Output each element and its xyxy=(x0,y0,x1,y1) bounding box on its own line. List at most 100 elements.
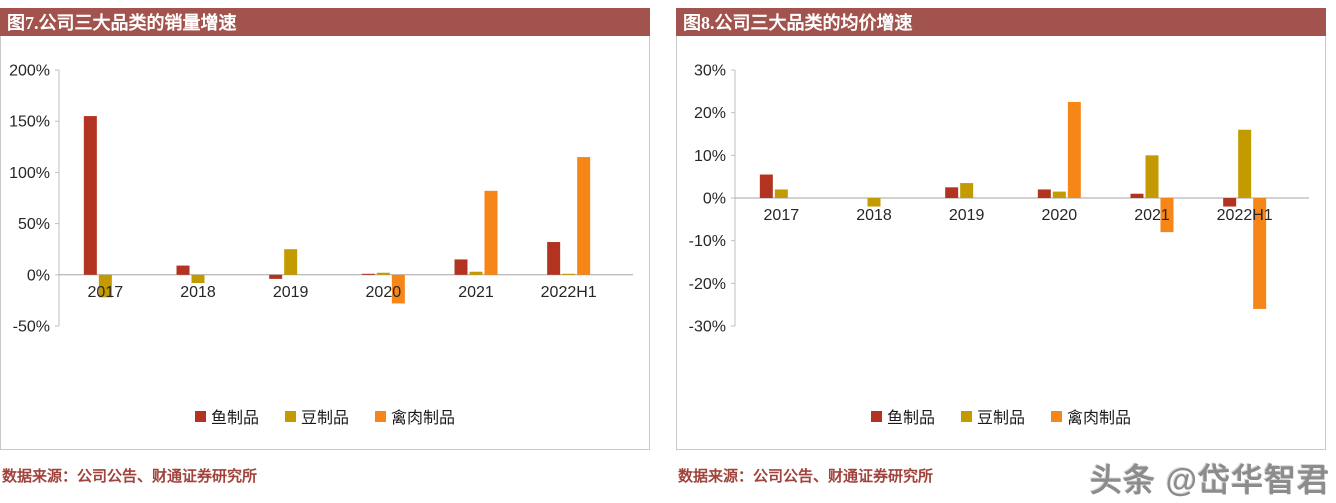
figure-sales-growth: 图7.公司三大品类的销量增速 -50% 0% 50% 100% 150% 200% 2017… xyxy=(0,8,650,486)
figure-8-legend: 鱼制品 豆制品 禽肉制品 xyxy=(677,390,1325,442)
figure-7-title-bar: 图7.公司三大品类的销量增速 xyxy=(0,8,650,36)
figure-8-source: 数据来源：公司公告、财通证券研究所 xyxy=(678,469,934,485)
legend-swatch-icon xyxy=(375,410,386,422)
figure-8-chart-box: -30% -20% -10% 0% 10% 20% 30% 2017 2018 2019 2020 2… xyxy=(676,36,1326,450)
bar xyxy=(391,274,405,304)
bar xyxy=(98,274,112,298)
bar xyxy=(960,183,974,198)
figure-8-title: 图8.公司三大品类的均价增速 xyxy=(683,13,913,33)
x-tick-label: 2017 xyxy=(764,207,800,224)
bar xyxy=(1160,198,1174,233)
bar xyxy=(1052,191,1066,198)
legend-label: 禽肉制品 xyxy=(391,410,456,427)
legend-label: 鱼制品 xyxy=(210,410,259,427)
watermark: 头条 @岱华智君 xyxy=(1089,462,1330,498)
x-tick-label: 2022H1 xyxy=(541,284,597,301)
series-1-bars xyxy=(83,116,561,279)
figure-8-plot: -30%-20%-10%0%10%20%30%2017 2018 2019 2020 2… xyxy=(689,63,1309,336)
bar xyxy=(577,157,591,275)
x-tick-label: 2017 xyxy=(88,284,124,301)
bar xyxy=(269,274,283,279)
y-tick-label: 0% xyxy=(27,267,50,284)
figure-price-growth: 图8.公司三大品类的均价增速 -30% -20% -10% 0% 10% 20% 30% 20… xyxy=(676,8,1326,486)
x-tick-label: 2021 xyxy=(1134,207,1170,224)
bar xyxy=(469,271,483,275)
bar xyxy=(1223,198,1237,207)
x-tick-label: 2019 xyxy=(949,207,985,224)
bar xyxy=(1253,198,1267,309)
legend-label: 禽肉制品 xyxy=(1067,410,1132,427)
figure-7-legend: 鱼制品 豆制品 禽肉制品 xyxy=(1,390,649,442)
y-tick-label: 30% xyxy=(694,63,726,80)
legend-item: 豆制品 xyxy=(960,404,1025,428)
legend-label: 豆制品 xyxy=(300,410,349,427)
figure-7-source: 数据来源：公司公告、财通证券研究所 xyxy=(2,469,258,485)
y-axis: -30% -20% -10% 0% 10% 20% 30% xyxy=(689,63,1309,336)
bar xyxy=(176,265,190,275)
legend-swatch-icon xyxy=(284,410,296,422)
bar xyxy=(1145,155,1159,198)
legend-item: 鱼制品 xyxy=(870,404,935,428)
figure-8-title-bar: 图8.公司三大品类的均价增速 xyxy=(676,8,1326,36)
y-tick-label: 0% xyxy=(703,191,726,208)
x-tick-label: 2020 xyxy=(366,284,402,301)
bar xyxy=(284,249,298,275)
bar xyxy=(1130,193,1144,198)
y-tick-label: -50% xyxy=(13,319,50,336)
legend-swatch-icon xyxy=(870,410,882,422)
bars xyxy=(759,102,1267,309)
bar xyxy=(361,273,375,275)
x-tick-label: 2018 xyxy=(856,207,892,224)
figure-7-title: 图7.公司三大品类的销量增速 xyxy=(7,13,237,33)
legend-item: 禽肉制品 xyxy=(375,404,455,428)
series-3-bars xyxy=(1067,102,1267,309)
x-axis-labels: 2017 2018 2019 2020 2021 2022H1 xyxy=(764,207,1273,224)
bar xyxy=(867,198,881,207)
page: 图7.公司三大品类的销量增速 -50% 0% 50% 100% 150% 200% 2017… xyxy=(0,8,1329,498)
x-tick-label: 2020 xyxy=(1042,207,1078,224)
y-tick-label: 20% xyxy=(694,105,726,122)
y-tick-label: 150% xyxy=(9,114,50,131)
charts-row: 图7.公司三大品类的销量增速 -50% 0% 50% 100% 150% 200% 2017… xyxy=(0,8,1326,486)
bar xyxy=(376,272,390,275)
y-tick-label: 10% xyxy=(694,148,726,165)
y-tick-label: 200% xyxy=(9,63,50,80)
legend-swatch-icon xyxy=(1051,410,1062,422)
series-1-bars xyxy=(759,174,1237,207)
x-axis-labels: 2017 2018 2019 2020 2021 2022H1 xyxy=(88,284,597,301)
x-tick-label: 2019 xyxy=(273,284,309,301)
legend-item: 禽肉制品 xyxy=(1051,404,1131,428)
y-tick-label: -10% xyxy=(689,233,726,250)
bar xyxy=(83,116,97,275)
series-2-bars xyxy=(774,129,1252,207)
bar xyxy=(1037,189,1051,198)
legend-item: 豆制品 xyxy=(284,404,349,428)
bar xyxy=(759,174,773,198)
bar xyxy=(484,190,498,275)
legend-swatch-icon xyxy=(960,410,972,422)
bars xyxy=(83,116,591,304)
x-tick-label: 2021 xyxy=(458,284,494,301)
bar xyxy=(945,187,959,198)
figure-7-plot: -50% 0% 50% 100% 150% 200% 2017 2018 2019 2020 202… xyxy=(9,63,633,336)
legend-swatch-icon xyxy=(194,410,206,422)
bar xyxy=(1067,102,1081,198)
y-tick-label: -20% xyxy=(689,276,726,293)
series-3-bars xyxy=(391,157,591,304)
bar xyxy=(774,189,788,198)
y-tick-label: -30% xyxy=(689,319,726,336)
bar xyxy=(1238,129,1252,198)
x-tick-label: 2022H1 xyxy=(1217,207,1273,224)
bar xyxy=(191,274,205,283)
bar xyxy=(562,273,576,275)
legend-label: 鱼制品 xyxy=(886,410,935,427)
y-axis: -50% 0% 50% 100% 150% 200% xyxy=(9,63,633,336)
legend-label: 豆制品 xyxy=(976,410,1025,427)
legend-item: 鱼制品 xyxy=(194,404,259,428)
bar xyxy=(547,242,561,275)
y-tick-label: 100% xyxy=(9,165,50,182)
bar xyxy=(454,259,468,275)
x-tick-label: 2018 xyxy=(180,284,216,301)
figure-7-chart-box: -50% 0% 50% 100% 150% 200% 2017 2018 2019 2020 202… xyxy=(0,36,650,450)
series-2-bars xyxy=(98,249,576,298)
